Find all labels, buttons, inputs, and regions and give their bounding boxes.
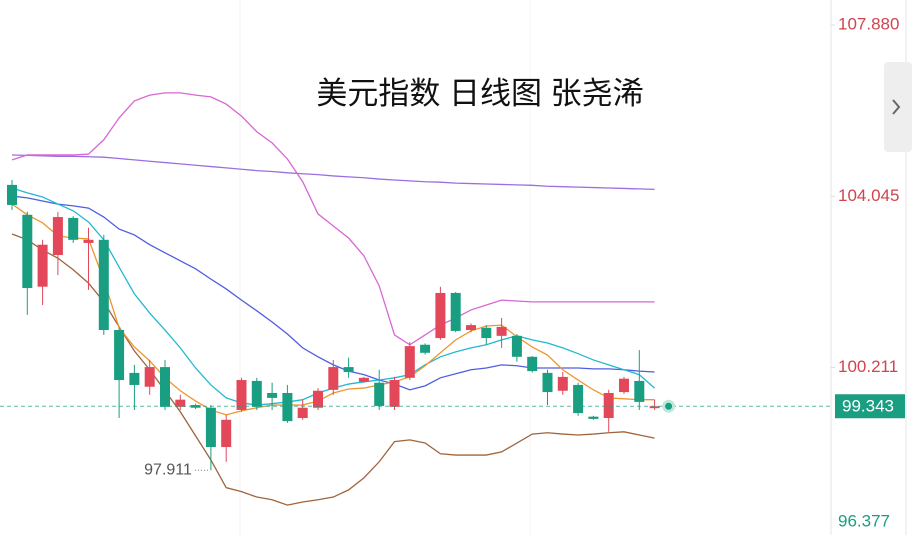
indicator-line — [11, 92, 655, 346]
candle-body — [22, 214, 33, 289]
candle-body — [603, 392, 614, 418]
candle-body — [466, 325, 476, 331]
candle-body — [573, 384, 584, 414]
y-tick-label: 104.045 — [838, 186, 899, 205]
candle-body — [450, 292, 461, 331]
candle-body — [221, 419, 232, 448]
candle-body — [588, 416, 599, 419]
candle-body — [7, 184, 17, 205]
candle-body — [511, 335, 522, 357]
candle-body — [144, 367, 155, 387]
candle-body — [374, 382, 385, 406]
candle-body — [114, 330, 125, 381]
candle-body — [328, 367, 339, 390]
candle-body — [205, 407, 216, 448]
y-tick-label: 96.377 — [838, 511, 890, 530]
candle-body — [634, 380, 645, 402]
candle-body — [68, 217, 79, 240]
candle-body — [160, 367, 170, 407]
candle-body — [649, 406, 660, 409]
candle-body — [98, 239, 109, 331]
candle-body — [404, 346, 415, 378]
y-tick-label: 100.211 — [838, 357, 898, 376]
y-tick-label: 107.880 — [838, 14, 899, 33]
candle-body — [313, 390, 323, 408]
candle-body — [557, 376, 568, 391]
candle-body — [343, 367, 354, 372]
candle-body — [435, 292, 446, 339]
expand-button[interactable] — [884, 62, 912, 152]
candle-body — [420, 344, 431, 353]
candle-body — [129, 372, 140, 385]
indicator-line — [11, 154, 655, 190]
candle-body — [267, 392, 278, 398]
candle-body — [83, 239, 94, 243]
chart-title: 美元指数 日线图 张尧浠 — [316, 76, 643, 111]
candle-body — [37, 244, 48, 287]
candle-body — [297, 407, 308, 418]
candle-body — [527, 356, 538, 372]
candle-body — [52, 217, 63, 255]
price-label: 99.343 — [842, 397, 894, 416]
candle-body — [389, 380, 400, 407]
candle-body — [481, 327, 492, 339]
low-annotation: 97.911 — [144, 461, 192, 478]
candle-body — [190, 405, 201, 408]
candle-body — [358, 377, 369, 382]
candle-body — [496, 326, 507, 336]
candle-body — [236, 380, 247, 410]
candle-body — [175, 399, 186, 407]
price-label-bg — [835, 394, 905, 419]
candle-body — [542, 372, 553, 393]
price-dot — [662, 399, 676, 413]
candle-body — [282, 392, 293, 422]
chevron-icon — [892, 99, 901, 115]
candle-body — [619, 378, 629, 393]
candle-body — [251, 380, 262, 407]
